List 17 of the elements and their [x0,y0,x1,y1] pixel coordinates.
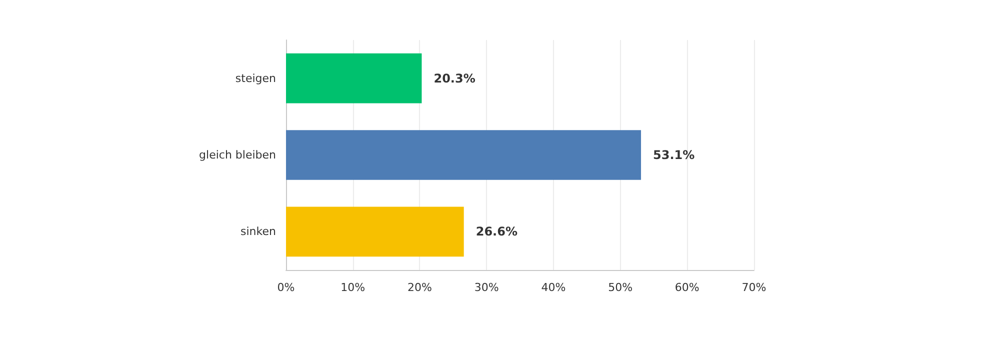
x-tick-label: 70% [742,281,766,294]
x-tick-label: 10% [340,281,366,294]
data-label: 26.6% [476,224,518,239]
bar [286,206,464,257]
bar [286,130,642,180]
x-tick-label: 40% [541,281,566,294]
x-tick-label: 20% [407,281,432,294]
x-tick-label: 60% [674,281,700,294]
x-tick-label: 0% [277,281,295,294]
y-tick-label: sinken [240,225,276,238]
bar [286,53,422,104]
x-tick-label: 50% [608,281,633,294]
data-label: 53.1% [653,148,695,162]
x-tick-label: 30% [474,281,499,294]
data-label: 20.3% [434,71,476,86]
y-tick-label: gleich bleiben [199,148,276,162]
y-tick-label: steigen [235,72,276,85]
